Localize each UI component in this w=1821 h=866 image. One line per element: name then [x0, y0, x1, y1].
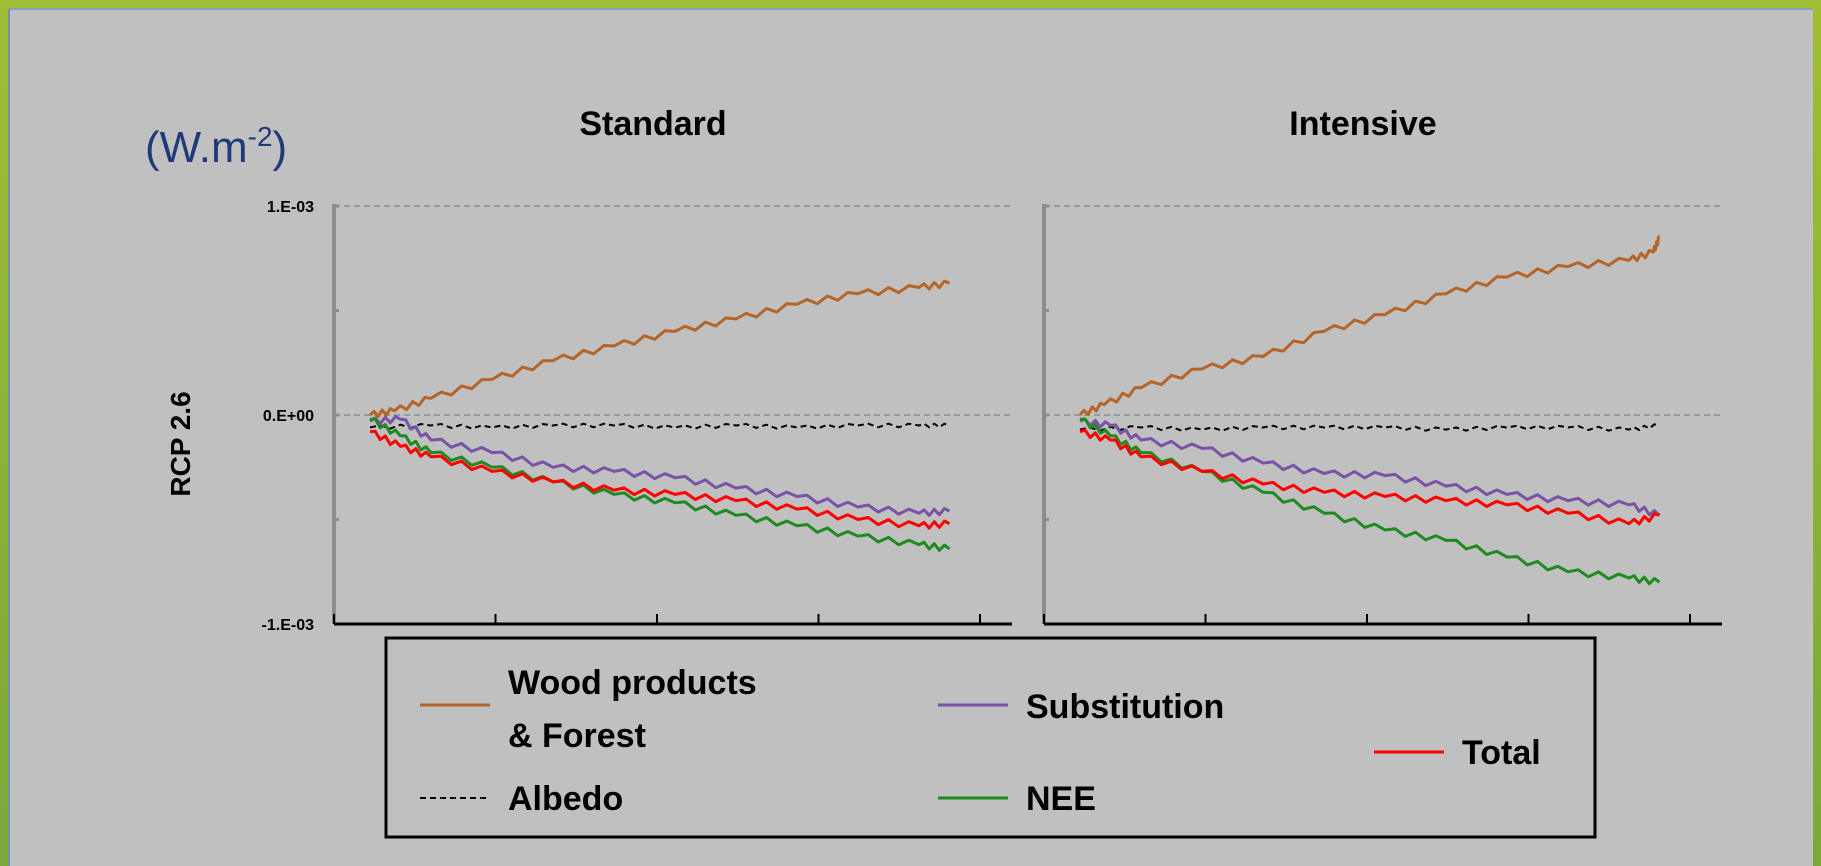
legend-label: Albedo	[508, 780, 623, 818]
series-line-albedo	[1079, 423, 1660, 432]
legend-item: Albedo	[420, 780, 623, 818]
chart-1: Intensive	[1042, 105, 1722, 626]
series-line-nee	[1079, 417, 1661, 586]
y-tick-label: -1.E-03	[262, 617, 315, 634]
legend-item: NEE	[938, 780, 1096, 818]
series-line-total	[369, 429, 951, 530]
legend-box	[384, 636, 1597, 839]
unit-superscript: -2	[248, 121, 273, 152]
legend-label: Substitution	[1026, 688, 1224, 726]
series-line-wood-products-forest	[1078, 235, 1661, 416]
legend-item: Wood products & Forest	[420, 664, 757, 755]
series-line-albedo	[369, 422, 950, 430]
y-tick-label: 0.E+00	[263, 408, 314, 425]
chart-title: Standard	[579, 105, 726, 143]
y-tick-label: 1.E-03	[267, 199, 314, 216]
chart-0: Standard 1.E-03 0.E+00 -1.E-03	[262, 105, 1012, 634]
series-line-wood-products-forest	[368, 279, 951, 419]
unit-base: (W.m	[145, 123, 248, 172]
slide-panel	[8, 8, 1813, 866]
legend-item: Total	[1374, 734, 1541, 772]
legend-item: Substitution	[938, 688, 1224, 726]
legend-label: & Forest	[508, 717, 646, 755]
legend-label: NEE	[1026, 780, 1096, 818]
series-line-total	[1079, 428, 1660, 526]
series-line-substitution	[369, 415, 951, 517]
legend-label: Wood products	[508, 664, 757, 702]
chart-title: Intensive	[1289, 105, 1436, 143]
series-line-substitution	[1079, 417, 1661, 517]
unit-label: (W.m-2)	[145, 121, 287, 172]
row-label: RCP 2.6	[165, 391, 196, 496]
legend: Wood products & Forest Substitution Total Al…	[384, 636, 1597, 839]
series-line-nee	[369, 417, 951, 552]
unit-close: )	[273, 123, 288, 172]
charts-group: Standard 1.E-03 0.E+00 -1.E-03 Intensive	[262, 105, 1722, 634]
legend-label: Total	[1462, 734, 1541, 772]
